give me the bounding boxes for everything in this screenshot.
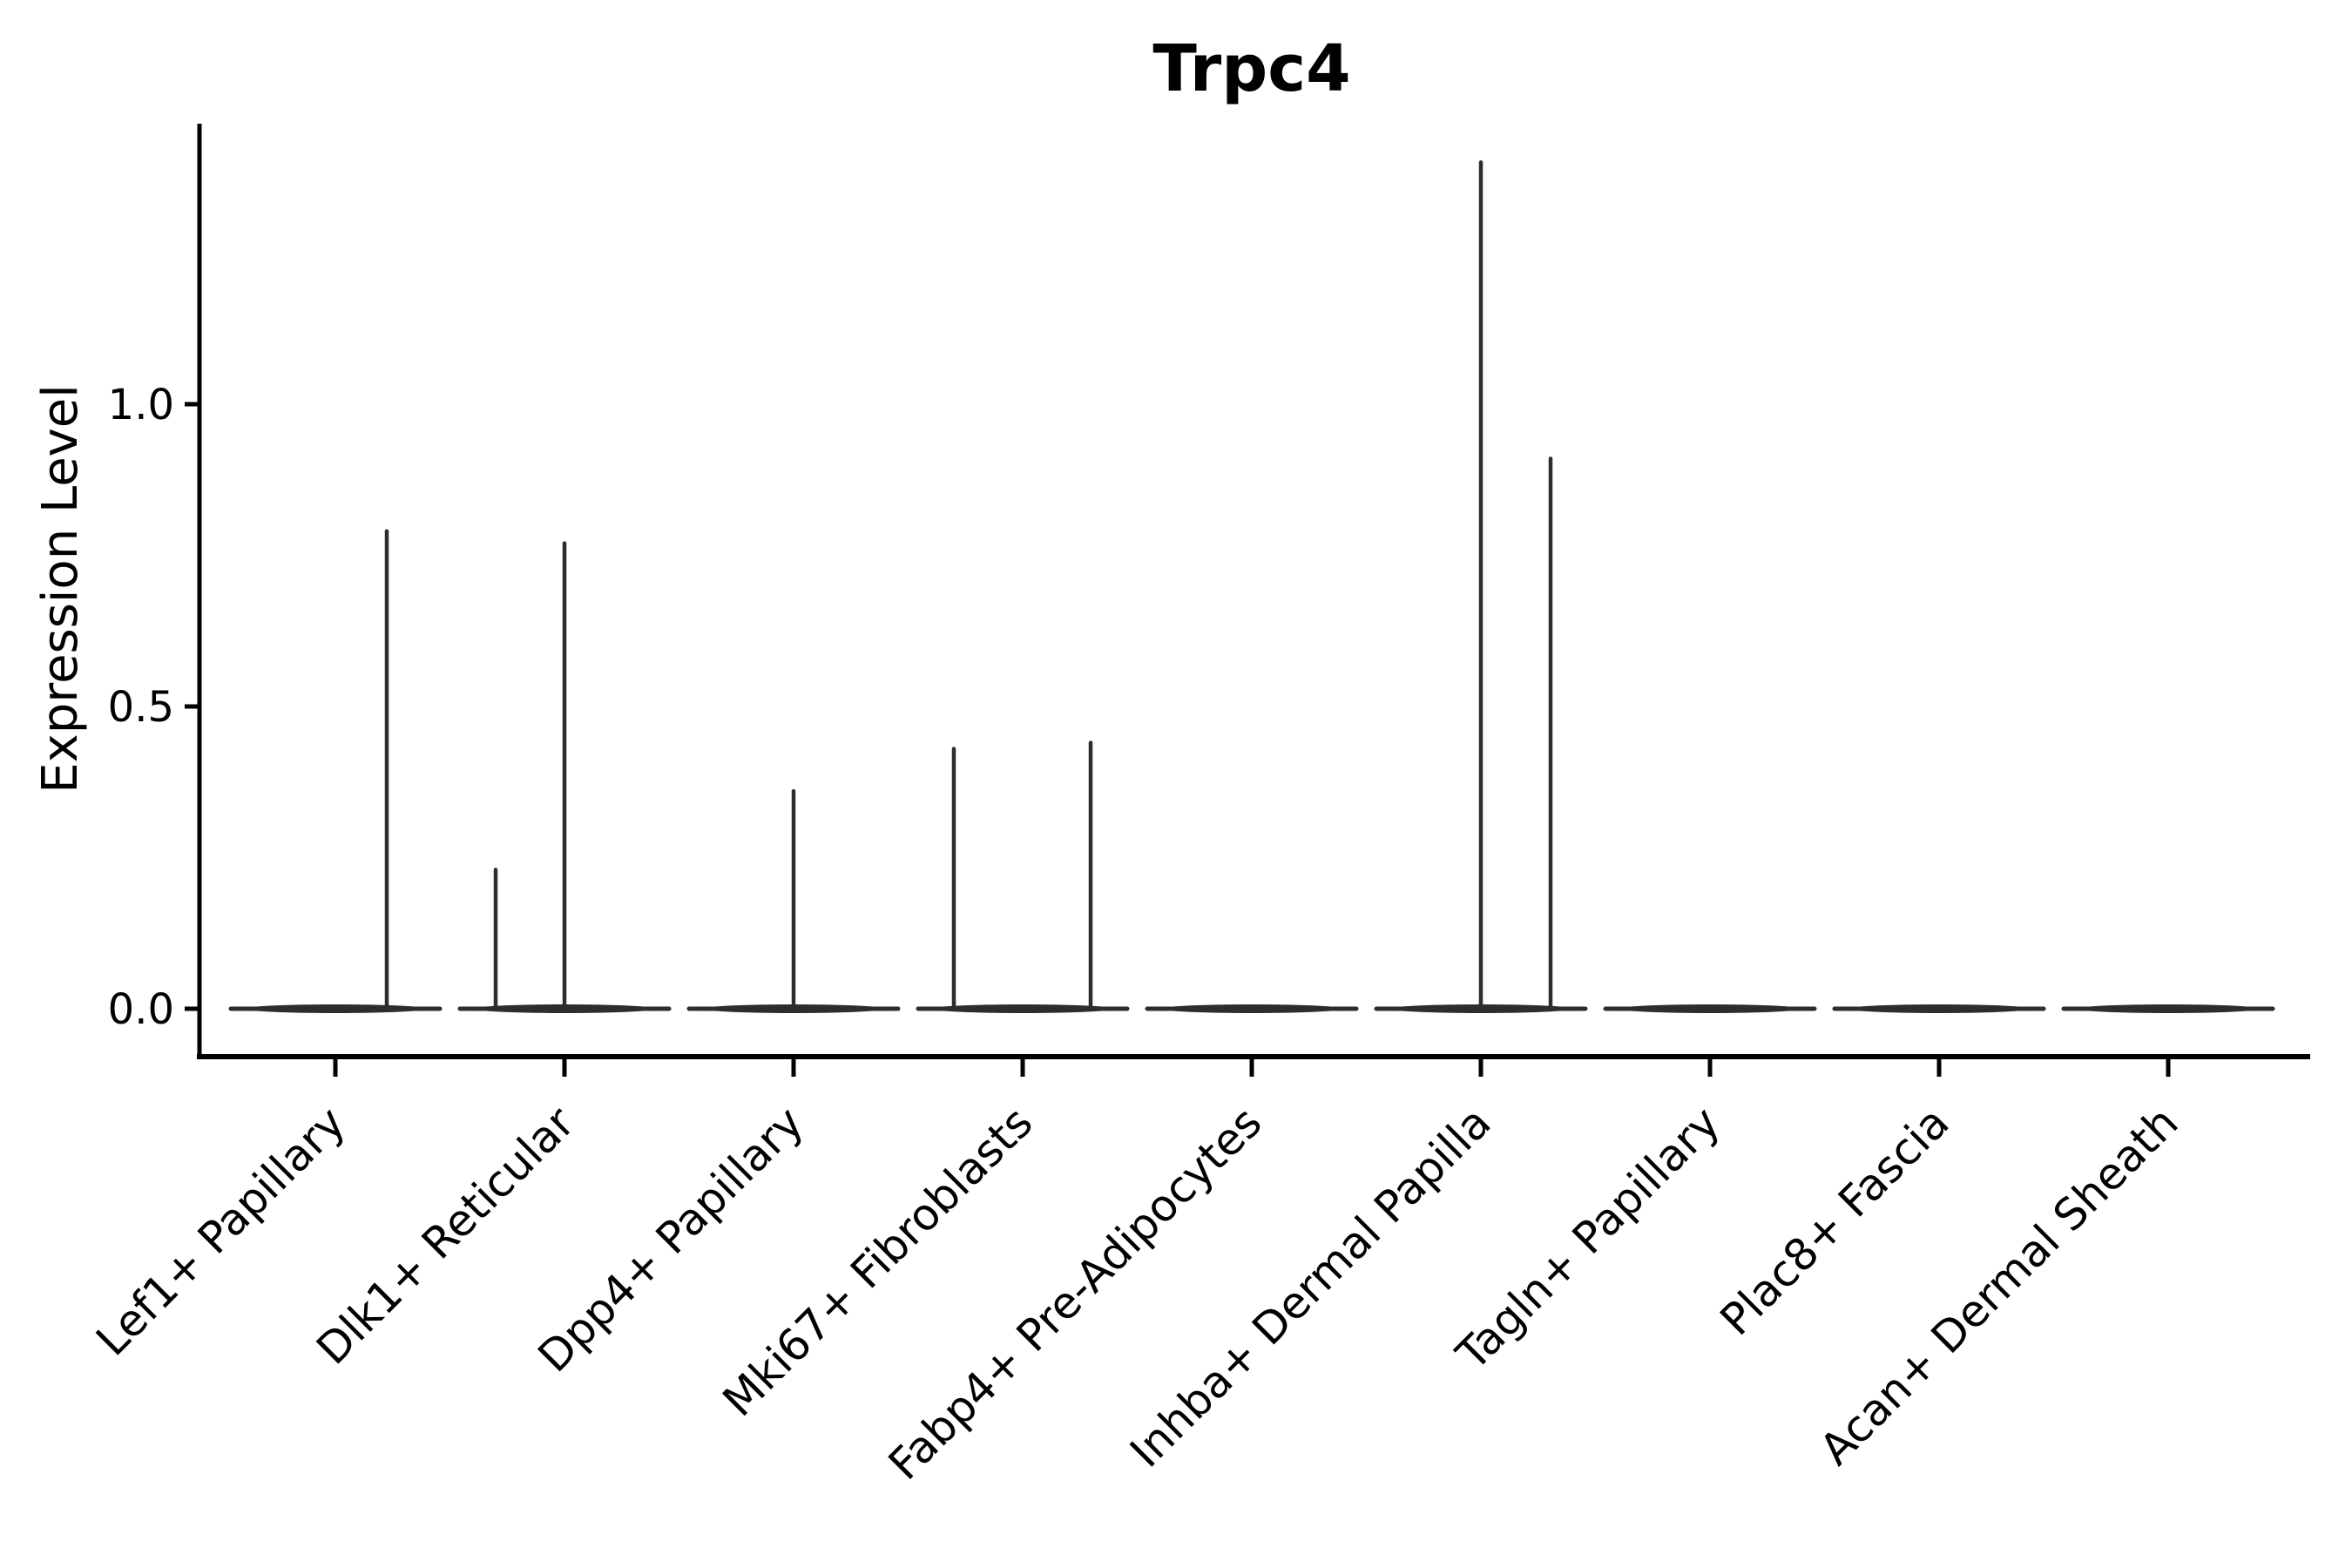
violin-layer bbox=[228, 160, 2275, 1013]
violin-baseline-bulge bbox=[2077, 1004, 2260, 1013]
violin bbox=[2061, 1004, 2275, 1013]
violin bbox=[1374, 160, 1588, 1013]
y-tick-label: 1.0 bbox=[108, 381, 174, 429]
violin bbox=[1603, 1004, 1817, 1013]
violin-baseline-bulge bbox=[1848, 1004, 2031, 1013]
violin-baseline-bulge bbox=[931, 1004, 1114, 1013]
violin-baseline-bulge bbox=[1160, 1004, 1343, 1013]
violin bbox=[457, 541, 672, 1013]
violin bbox=[916, 740, 1130, 1013]
x-tick-label: Fabp4+ Pre-Adipocytes bbox=[879, 1097, 1272, 1490]
violin-baseline-bulge bbox=[244, 1004, 427, 1013]
violin bbox=[1145, 1004, 1359, 1013]
violin-baseline-bulge bbox=[1619, 1004, 1801, 1013]
x-tick-label: Plac8+ Fascia bbox=[1711, 1097, 1959, 1345]
y-tick-label: 0.0 bbox=[108, 985, 174, 1034]
plot-title: Trpc4 bbox=[1152, 31, 1350, 106]
violin bbox=[686, 788, 901, 1013]
y-axis-title: Expression Level bbox=[32, 384, 89, 794]
violin bbox=[1832, 1004, 2046, 1013]
violin bbox=[228, 529, 443, 1013]
y-tick-label: 0.5 bbox=[108, 683, 174, 732]
x-tick-label: Lef1+ Papillary bbox=[86, 1097, 355, 1365]
